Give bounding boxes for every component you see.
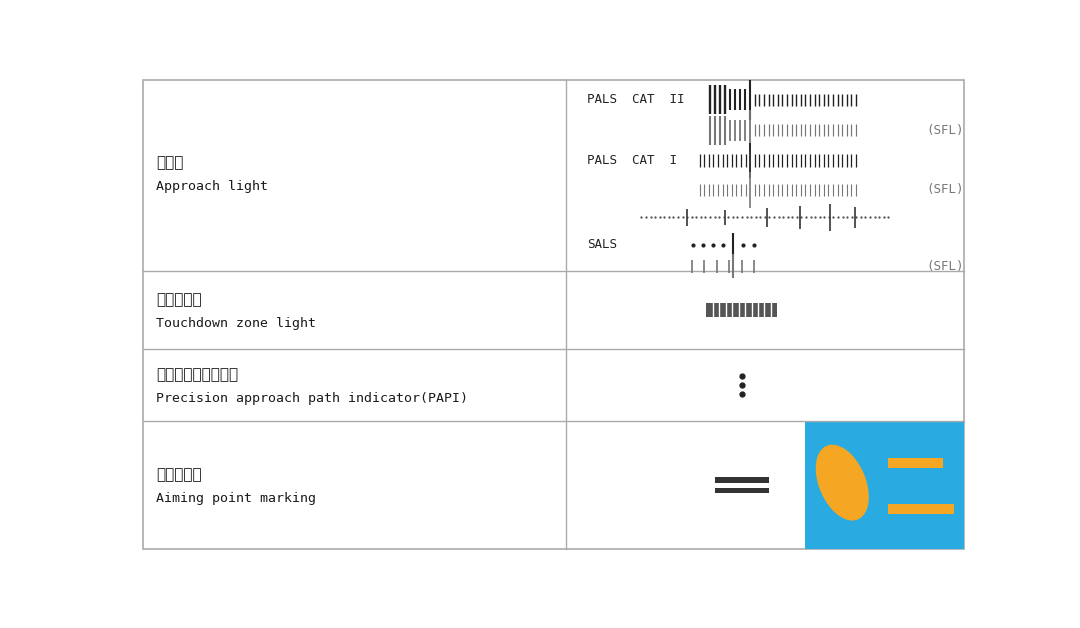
Text: Aiming point marking: Aiming point marking: [156, 492, 316, 505]
Ellipse shape: [815, 445, 868, 521]
Text: Precision approach path indicator(PAPI): Precision approach path indicator(PAPI): [156, 392, 468, 405]
Bar: [889, 458, 943, 468]
Text: PALS  CAT  II: PALS CAT II: [588, 94, 685, 106]
Bar: [706, 303, 778, 317]
Text: Approach light: Approach light: [156, 180, 268, 193]
Text: 精密进近航道指示器: 精密进近航道指示器: [156, 367, 238, 382]
Bar: [805, 421, 963, 550]
Text: Touchdown zone light: Touchdown zone light: [156, 317, 316, 330]
Text: 进近灯: 进近灯: [156, 155, 184, 170]
Bar: [889, 504, 954, 514]
Text: (SFL): (SFL): [926, 124, 963, 137]
Bar: [715, 487, 769, 494]
Text: SALS: SALS: [588, 238, 617, 251]
Text: (SFL): (SFL): [926, 260, 963, 273]
Text: (SFL): (SFL): [926, 183, 963, 197]
Bar: [715, 477, 769, 483]
Text: 接地地带灯: 接地地带灯: [156, 292, 202, 306]
Text: PALS  CAT  I: PALS CAT I: [588, 154, 677, 167]
Text: 瞄准点标志: 瞄准点标志: [156, 467, 202, 482]
